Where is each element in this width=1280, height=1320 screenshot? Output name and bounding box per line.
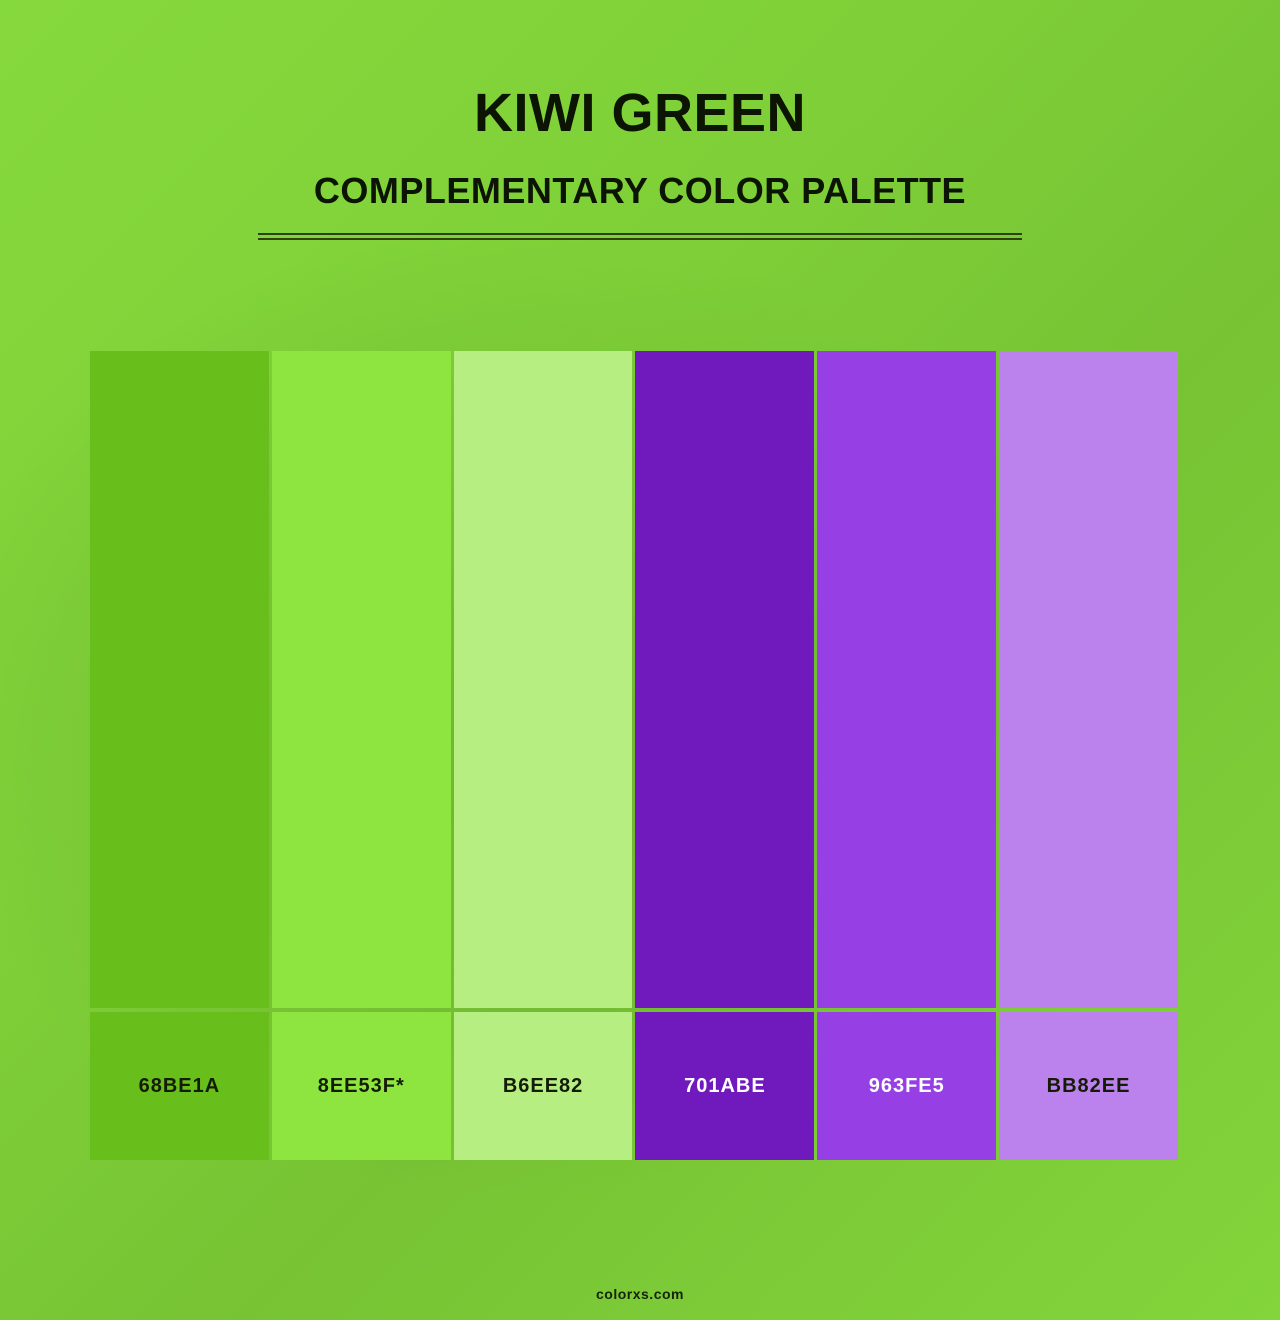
title-divider (258, 233, 1022, 240)
color-label-cell[interactable]: BB82EE (999, 1012, 1178, 1160)
palette-grid: 68BE1A 8EE53F* B6EE82 701ABE 963FE5 BB82… (90, 351, 1178, 1160)
page-subtitle: COMPLEMENTARY COLOR PALETTE (313, 170, 967, 211)
color-swatch[interactable] (271, 351, 451, 1008)
color-swatch[interactable] (90, 351, 269, 1008)
color-swatch[interactable] (635, 351, 815, 1008)
color-hex-label: 963FE5 (868, 1074, 945, 1097)
color-hex-label: 8EE53F* (317, 1074, 405, 1097)
site-footer: colorxs.com (596, 1286, 684, 1302)
color-label-cell[interactable]: B6EE82 (453, 1012, 633, 1160)
color-label-cell[interactable]: 68BE1A (90, 1012, 269, 1160)
color-label-cell[interactable]: 8EE53F* (271, 1012, 451, 1160)
color-label-cell[interactable]: 701ABE (635, 1012, 815, 1160)
color-swatch[interactable] (999, 351, 1178, 1008)
page-title: KIWI GREEN (473, 83, 806, 143)
color-swatch[interactable] (817, 351, 997, 1008)
color-hex-label: B6EE82 (502, 1074, 584, 1097)
color-hex-label: BB82EE (1046, 1074, 1131, 1097)
color-hex-label: 68BE1A (138, 1074, 221, 1097)
color-swatch[interactable] (453, 351, 633, 1008)
color-hex-label: 701ABE (684, 1074, 766, 1097)
color-label-cell[interactable]: 963FE5 (817, 1012, 997, 1160)
